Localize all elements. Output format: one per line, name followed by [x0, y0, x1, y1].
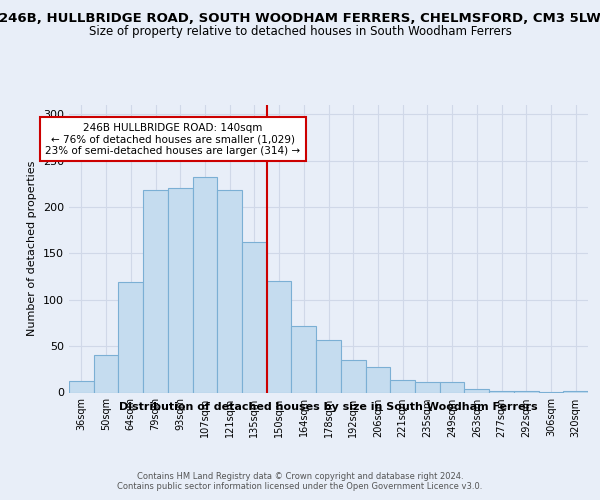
Bar: [316, 340, 341, 392]
Text: Size of property relative to detached houses in South Woodham Ferrers: Size of property relative to detached ho…: [89, 25, 511, 38]
Bar: [118, 282, 143, 393]
Text: Distribution of detached houses by size in South Woodham Ferrers: Distribution of detached houses by size …: [119, 402, 538, 412]
Bar: [415, 382, 440, 392]
Bar: [217, 190, 242, 392]
Bar: [390, 380, 415, 392]
Y-axis label: Number of detached properties: Number of detached properties: [28, 161, 37, 336]
Bar: [365, 366, 390, 392]
Bar: [514, 390, 539, 392]
Bar: [193, 178, 217, 392]
Bar: [292, 326, 316, 392]
Bar: [341, 360, 365, 392]
Bar: [267, 281, 292, 392]
Bar: [563, 390, 588, 392]
Bar: [242, 242, 267, 392]
Text: 246B HULLBRIDGE ROAD: 140sqm
← 76% of detached houses are smaller (1,029)
23% of: 246B HULLBRIDGE ROAD: 140sqm ← 76% of de…: [45, 122, 301, 156]
Bar: [464, 389, 489, 392]
Text: 246B, HULLBRIDGE ROAD, SOUTH WOODHAM FERRERS, CHELMSFORD, CM3 5LW: 246B, HULLBRIDGE ROAD, SOUTH WOODHAM FER…: [0, 12, 600, 26]
Bar: [69, 382, 94, 392]
Bar: [168, 188, 193, 392]
Bar: [440, 382, 464, 392]
Bar: [489, 390, 514, 392]
Bar: [143, 190, 168, 392]
Bar: [94, 356, 118, 393]
Text: Contains HM Land Registry data © Crown copyright and database right 2024.
Contai: Contains HM Land Registry data © Crown c…: [118, 472, 482, 491]
